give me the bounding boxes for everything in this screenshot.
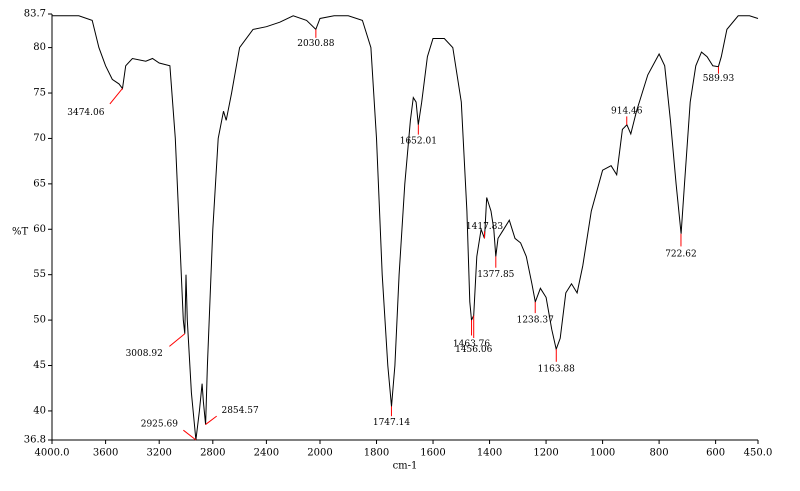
y-tick-label: 80 bbox=[33, 42, 46, 53]
y-tick-label: 83.7 bbox=[24, 9, 46, 20]
peak-label: 1163.88 bbox=[538, 365, 575, 375]
x-tick-label: 800 bbox=[650, 448, 669, 459]
peak-label: 1377.85 bbox=[477, 270, 514, 280]
x-tick-label: 600 bbox=[706, 448, 725, 459]
peak-label: 2925.69 bbox=[141, 420, 178, 430]
x-tick-label: 1000 bbox=[590, 448, 615, 459]
y-tick-label: 65 bbox=[33, 178, 46, 189]
x-tick-label: 2400 bbox=[254, 448, 279, 459]
y-tick-label: 70 bbox=[33, 133, 46, 144]
x-tick-label: 1400 bbox=[477, 448, 502, 459]
y-tick-label: 45 bbox=[33, 360, 46, 371]
peak-label: 1456.06 bbox=[455, 345, 492, 355]
peak-label: 1417.83 bbox=[466, 222, 503, 232]
peak-label: 1747.14 bbox=[373, 418, 410, 428]
x-axis-label: cm-1 bbox=[393, 461, 418, 472]
peak-label: 2030.88 bbox=[297, 39, 334, 49]
y-tick-label: 60 bbox=[33, 224, 46, 235]
y-tick-label: 75 bbox=[33, 88, 46, 99]
y-axis-label: %T bbox=[12, 227, 29, 238]
peak-label: 1652.01 bbox=[400, 136, 437, 146]
spectrum-line bbox=[52, 15, 759, 441]
peak-label: 589.93 bbox=[703, 74, 735, 84]
y-tick-label: 55 bbox=[33, 269, 46, 280]
x-tick-label: 450.0 bbox=[744, 448, 773, 459]
peak-label: 3474.06 bbox=[67, 108, 104, 118]
peak-label: 1238.37 bbox=[517, 315, 554, 325]
x-tick-label: 3200 bbox=[146, 448, 171, 459]
peak-label: 3008.92 bbox=[126, 349, 163, 359]
x-tick-label: 1600 bbox=[420, 448, 445, 459]
x-tick-label: 1200 bbox=[533, 448, 558, 459]
peak-marker bbox=[183, 429, 197, 441]
x-tick-label: 3600 bbox=[93, 448, 118, 459]
y-tick-label: 36.8 bbox=[24, 435, 46, 446]
x-tick-label: 4000.0 bbox=[35, 448, 70, 459]
peak-label: 2854.57 bbox=[221, 406, 258, 416]
peak-label: 1463.76 bbox=[453, 340, 490, 350]
y-tick-label: 40 bbox=[33, 405, 46, 416]
y-tick-label: 50 bbox=[33, 315, 46, 326]
peak-label: 722.62 bbox=[665, 249, 697, 259]
x-tick-label: 2000 bbox=[307, 448, 332, 459]
x-tick-label: 1800 bbox=[364, 448, 389, 459]
peak-label: 914.46 bbox=[611, 106, 643, 116]
peak-marker bbox=[169, 333, 186, 347]
peak-marker bbox=[109, 88, 123, 105]
x-tick-label: 2800 bbox=[200, 448, 225, 459]
peak-marker bbox=[205, 415, 217, 425]
